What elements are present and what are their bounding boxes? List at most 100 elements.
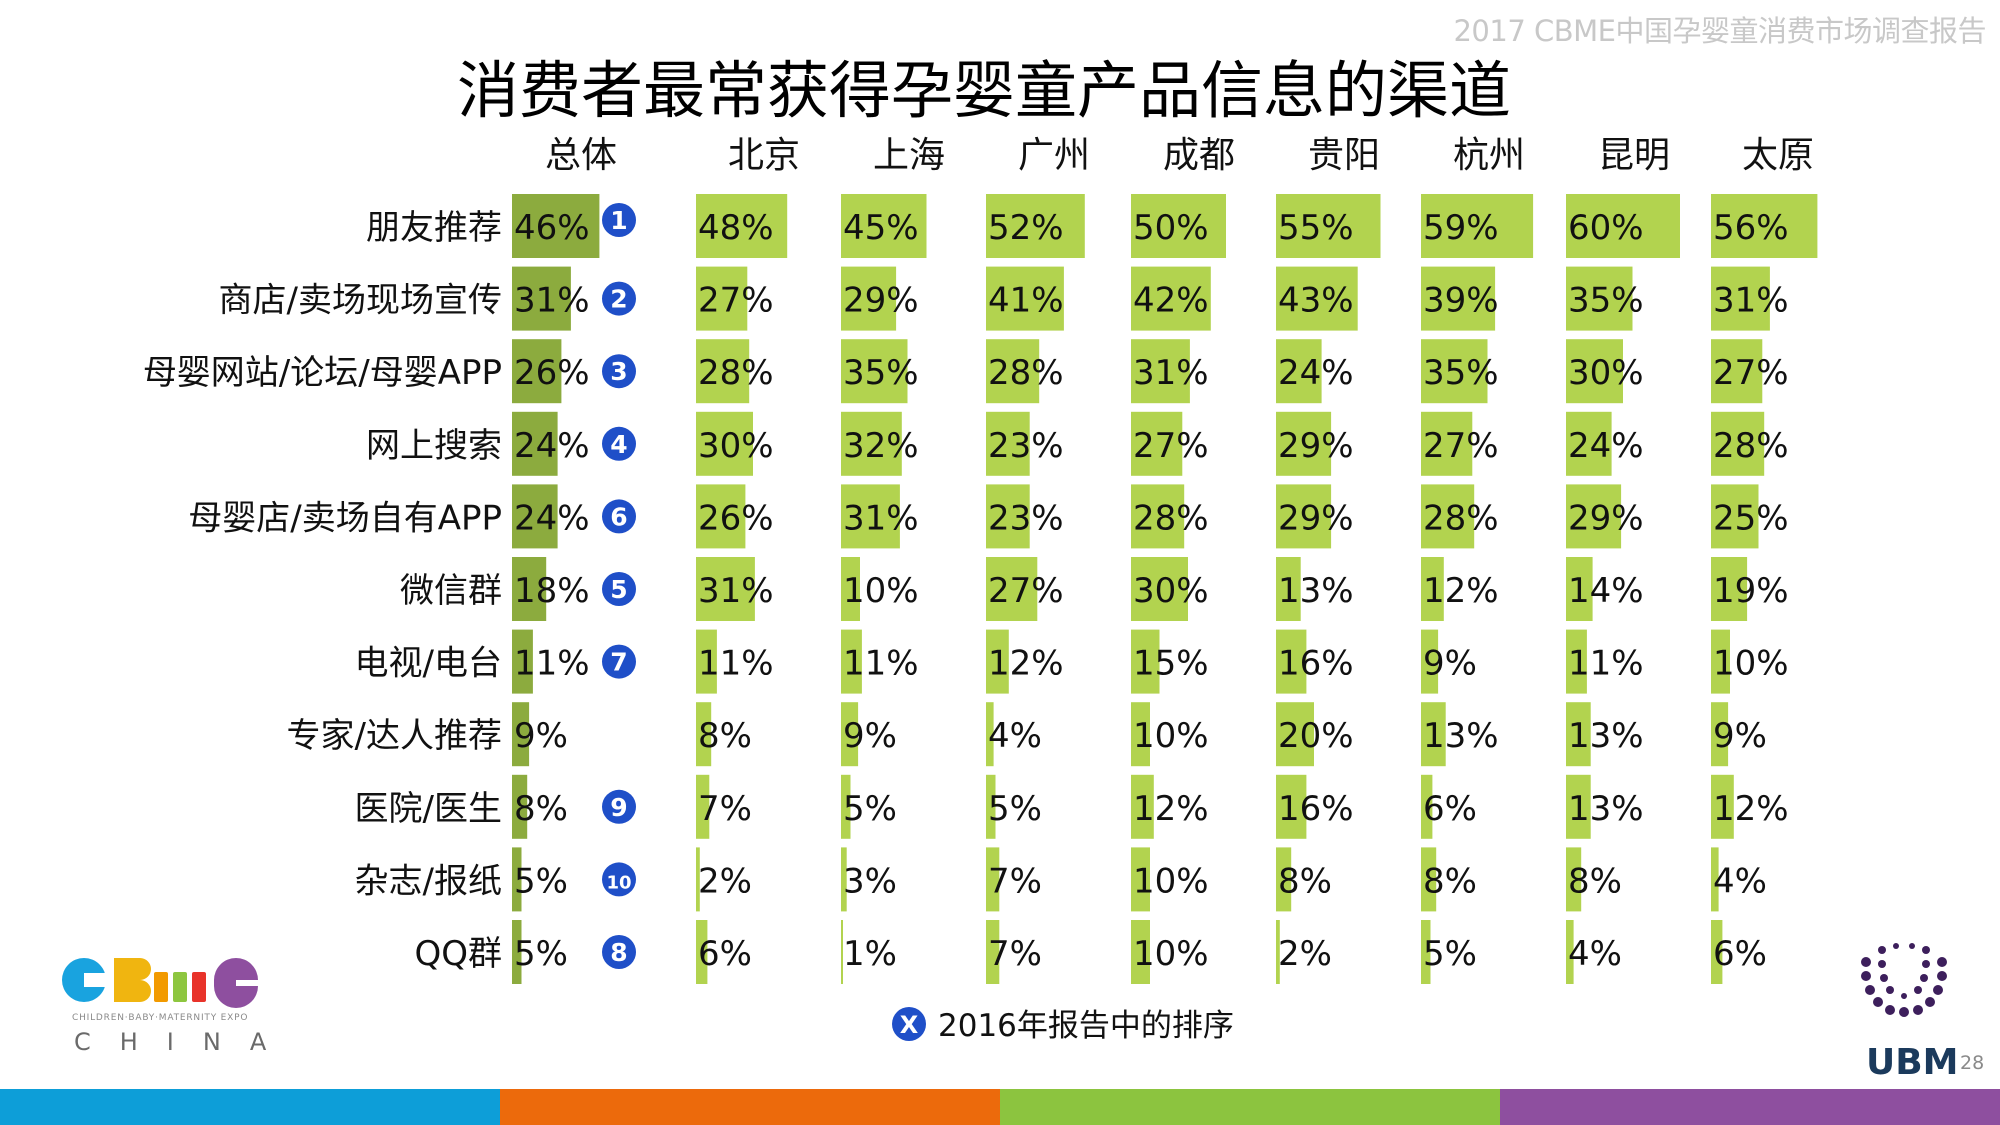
value-label: 10% (843, 571, 919, 611)
value-bar (841, 847, 847, 912)
value-label: 12% (1713, 789, 1789, 829)
value-bar (1421, 702, 1446, 767)
value-bar (1711, 629, 1730, 694)
value-label: 24% (514, 498, 590, 538)
value-label: 13% (1423, 716, 1499, 756)
legend-badge (892, 1007, 926, 1041)
value-label: 10% (1713, 644, 1789, 684)
value-label: 12% (1423, 571, 1499, 611)
footer-color-bar (0, 1089, 2000, 1125)
rank-badge-number: 9 (610, 793, 627, 822)
rank-badge (602, 935, 636, 969)
value-bar (986, 920, 1000, 984)
value-bar (841, 702, 859, 767)
value-bar (1711, 266, 1770, 331)
value-label: 43% (1278, 281, 1354, 321)
value-bar (841, 557, 860, 621)
value-label: 13% (1278, 571, 1354, 611)
value-label: 28% (1713, 426, 1789, 466)
rank-badge-number: 6 (610, 502, 627, 531)
value-bar (1566, 774, 1591, 839)
value-bar (696, 411, 753, 476)
row-label: 母婴网站/论坛/母婴APP (143, 353, 502, 393)
value-label: 5% (1423, 934, 1477, 974)
value-label: 27% (1423, 426, 1499, 466)
value-label: 5% (843, 789, 897, 829)
value-bar (986, 629, 1009, 694)
value-label: 35% (1423, 353, 1499, 393)
value-label: 60% (1568, 208, 1644, 248)
row-label: 杂志/报纸 (355, 861, 502, 901)
value-label: 3% (843, 861, 897, 901)
value-label: 8% (1568, 861, 1622, 901)
value-label: 32% (843, 426, 919, 466)
value-label: 15% (1133, 644, 1209, 684)
value-label: 6% (698, 934, 752, 974)
row-label: 母婴店/卖场自有APP (188, 498, 502, 538)
value-bar (1276, 339, 1322, 404)
rank-badge (602, 203, 636, 237)
value-bar (1276, 847, 1292, 912)
value-bar (1131, 411, 1183, 476)
value-bar (1421, 629, 1439, 694)
value-label: 35% (843, 353, 919, 393)
cbme-subtitle: CHINA (74, 1028, 296, 1056)
value-bar (841, 266, 897, 331)
value-bar (841, 484, 900, 549)
value-label: 11% (698, 644, 774, 684)
value-bar (1566, 411, 1612, 476)
value-label: 28% (1423, 498, 1499, 538)
value-bar (1711, 411, 1765, 476)
rank-badge-number: 5 (610, 575, 627, 604)
value-bar (1566, 484, 1622, 549)
value-label: 8% (698, 716, 752, 756)
value-label: 8% (1423, 861, 1477, 901)
value-bar (1276, 266, 1358, 331)
value-bar (1131, 557, 1188, 621)
value-label: 16% (1278, 644, 1354, 684)
value-bar (1131, 920, 1150, 984)
value-label: 6% (1713, 934, 1767, 974)
value-bar (986, 194, 1085, 258)
rank-badge (602, 789, 636, 824)
row-label: 商店/卖场现场宣传 (219, 281, 502, 321)
value-bar (696, 557, 755, 621)
rank-badge-number: 3 (610, 357, 627, 386)
value-bar (512, 411, 558, 476)
value-label: 31% (514, 281, 590, 321)
value-label: 27% (988, 571, 1064, 611)
value-bar (696, 194, 788, 258)
rank-badge (602, 426, 636, 461)
value-label: 8% (1278, 861, 1332, 901)
value-label: 10% (1133, 934, 1209, 974)
value-bar (1276, 194, 1381, 258)
value-bar (986, 557, 1038, 621)
legend-badge-letter: X (900, 1011, 919, 1039)
rank-badge (602, 644, 636, 679)
value-label: 4% (1713, 861, 1767, 901)
value-bar (1421, 339, 1488, 404)
value-bar (512, 847, 522, 912)
value-label: 31% (843, 498, 919, 538)
value-label: 23% (988, 498, 1064, 538)
value-bar (696, 702, 712, 767)
value-bar (1566, 702, 1591, 767)
value-bar (1566, 194, 1680, 258)
value-label: 7% (988, 934, 1042, 974)
value-bar (841, 194, 927, 258)
value-label: 24% (1568, 426, 1644, 466)
value-bar (1421, 557, 1444, 621)
value-label: 12% (1133, 789, 1209, 829)
row-label: QQ群 (414, 934, 502, 974)
page-number: 28 (1960, 1052, 1985, 1074)
cbme-logo (62, 958, 258, 1008)
value-bar (1131, 484, 1185, 549)
value-label: 4% (1568, 934, 1622, 974)
value-bar (841, 411, 902, 476)
value-bar (512, 484, 558, 549)
value-label: 5% (988, 789, 1042, 829)
value-bar (696, 629, 717, 694)
column-header: 上海 (873, 135, 945, 176)
value-label: 19% (1713, 571, 1789, 611)
value-label: 31% (1133, 353, 1209, 393)
